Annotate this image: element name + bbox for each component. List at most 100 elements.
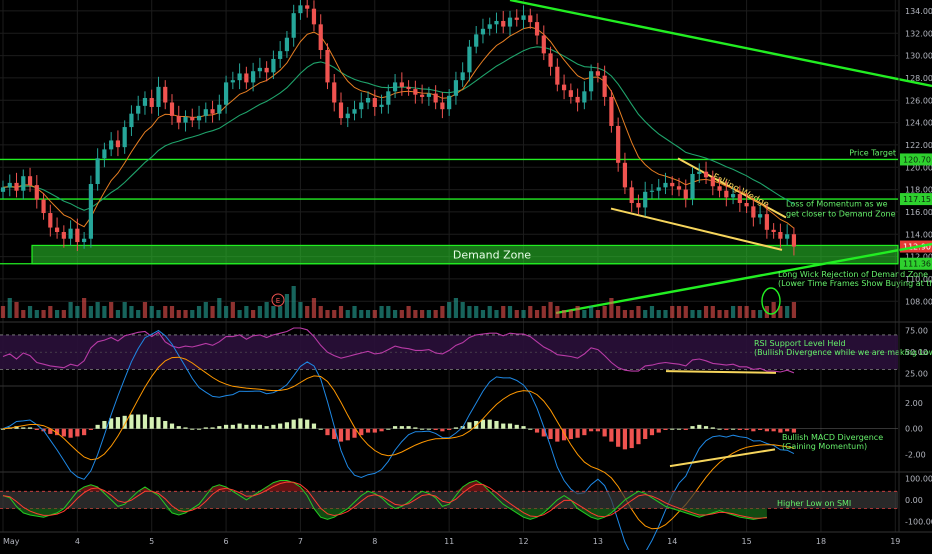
candle-body [548, 53, 553, 67]
volume-bar [223, 306, 229, 318]
volume-bar [217, 298, 222, 318]
macd-histogram-bar [54, 428, 60, 436]
volume-bar [203, 302, 208, 318]
macd-histogram-bar [575, 428, 580, 438]
candle-body [730, 194, 736, 198]
candle-body [359, 102, 364, 110]
volume-bar [169, 306, 175, 318]
macd-histogram-bar [325, 428, 330, 436]
macd-histogram-bar [136, 414, 141, 429]
volume-bar [474, 306, 479, 318]
rsi-tick-label: 50.00 [905, 348, 928, 357]
price-badge-label: 111.36 [903, 260, 931, 269]
smi-tick-label: 0.00 [905, 496, 923, 505]
volume-bar [703, 306, 709, 318]
macd-histogram-bar [122, 415, 127, 429]
volume-bar [237, 310, 242, 318]
macd-histogram-bar [332, 428, 337, 440]
volume-bar [27, 306, 33, 318]
smi-oversold-fill [3, 508, 767, 520]
ema-slow-line [2, 46, 795, 211]
macd-histogram-bar [589, 428, 594, 432]
earnings-marker-icon [271, 293, 285, 307]
volume-bar [196, 306, 202, 318]
macd-histogram-bar [68, 428, 73, 438]
macd-histogram-bar [196, 428, 202, 430]
candle-body [501, 20, 506, 27]
macd-histogram-bar [751, 428, 756, 432]
macd-histogram-bar [359, 428, 364, 436]
macd-histogram-bar [656, 428, 661, 433]
price-tick-label: 110.00 [905, 275, 932, 284]
candle-body [521, 15, 526, 20]
candle-body [115, 140, 121, 148]
price-tick-label: 114.00 [905, 230, 932, 239]
volume-bar [332, 310, 337, 318]
smi-tick-label: -100.00 [905, 518, 932, 527]
earnings-marker-label: E [276, 297, 280, 305]
macd-histogram-bar [420, 428, 425, 430]
macd-histogram-bar [379, 428, 384, 432]
price-tick-label: 118.00 [905, 186, 932, 195]
x-tick-label: May [3, 537, 20, 546]
volume-bar [230, 302, 235, 318]
candle-body [724, 190, 729, 198]
price-tick-label: 132.00 [905, 29, 932, 38]
candle-body [156, 86, 161, 107]
volume-bar [710, 306, 715, 318]
candle-body [142, 98, 148, 106]
volume-bar [751, 310, 756, 318]
volume-bar [622, 310, 628, 318]
candle-body [264, 67, 269, 73]
volume-bar [785, 306, 790, 318]
candle-body [82, 238, 87, 243]
candle-body [474, 34, 479, 47]
macd-histogram-bar [663, 428, 668, 430]
macd-histogram-bar [244, 424, 249, 429]
rsi-line [2, 327, 795, 374]
macd-histogram-bar [129, 414, 134, 429]
x-tick-label: 13 [593, 537, 603, 546]
x-tick-label: 8 [372, 537, 377, 546]
macd-divergence-line [669, 448, 776, 468]
macd-histogram-bar [528, 428, 533, 430]
volume-bar [379, 306, 384, 318]
volume-bar [541, 306, 546, 318]
candle-body [386, 91, 391, 105]
volume-bar [305, 306, 310, 318]
volume-bar [271, 306, 276, 318]
macd-histogram-bar [88, 428, 93, 430]
price-tick-label: 116.00 [905, 208, 932, 217]
candle-body [467, 46, 472, 73]
candle-body [663, 182, 668, 188]
candle-body [392, 82, 398, 92]
volume-bar [251, 310, 256, 318]
candle-body [217, 104, 222, 114]
volume-bar [609, 298, 614, 318]
volume-bar [257, 306, 262, 318]
volume-bar [75, 306, 80, 318]
volume-bar [61, 310, 66, 318]
candle-body [21, 176, 26, 191]
macd-histogram-bar [548, 428, 553, 440]
candle-body [7, 182, 12, 188]
volume-bar [602, 306, 607, 318]
candle-body [602, 75, 607, 97]
volume-bar [595, 310, 600, 318]
macd-histogram-bar [785, 428, 790, 432]
macd-histogram-bar [501, 423, 506, 429]
volume-bar [68, 302, 73, 318]
volume-bar [447, 302, 452, 318]
volume-bar [690, 310, 695, 318]
volume-bar [744, 306, 749, 318]
candle-body [541, 35, 546, 54]
volume-bar [548, 302, 553, 318]
macd-histogram-bar [284, 422, 290, 429]
candle-body [487, 24, 492, 29]
volume-bar [325, 310, 330, 318]
macd-histogram-bar [622, 428, 628, 450]
macd-histogram-bar [683, 428, 688, 430]
candle-body [440, 102, 445, 110]
macd-note-line1: Bullish MACD Divergence [782, 433, 883, 442]
